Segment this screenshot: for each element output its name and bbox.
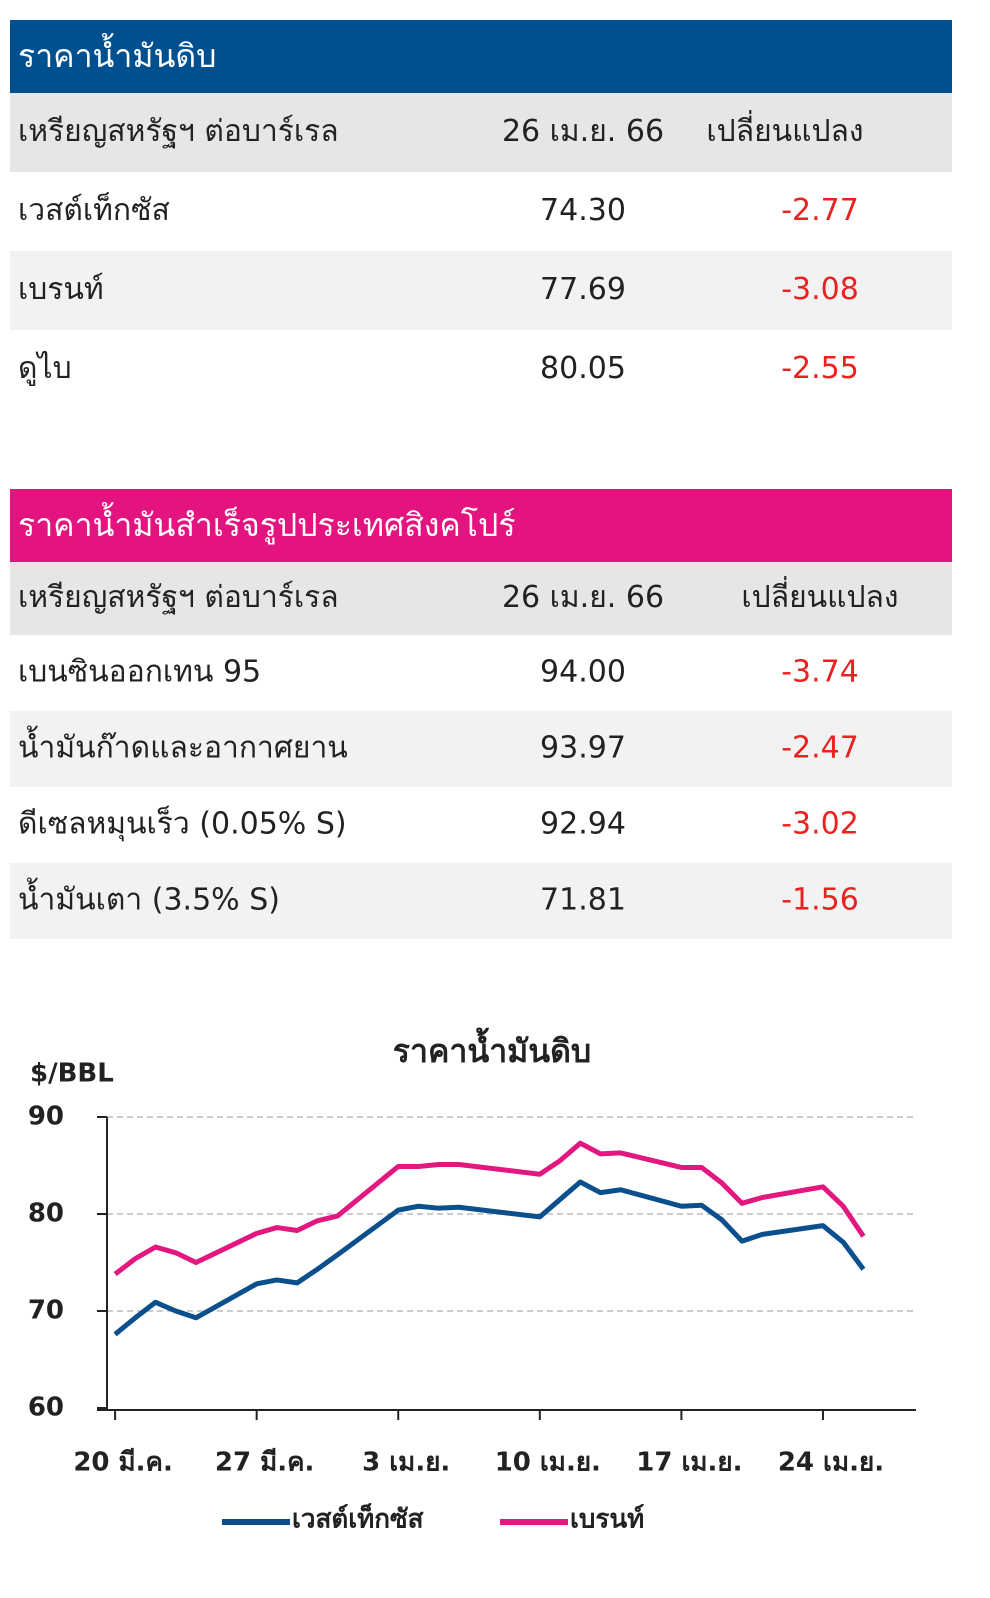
header-row-bg bbox=[10, 562, 952, 635]
cell: 80.05 bbox=[540, 351, 626, 386]
cell: -2.47 bbox=[781, 731, 859, 766]
x-tick-label: 27 มี.ค. bbox=[215, 1448, 315, 1478]
cell: -3.74 bbox=[781, 655, 859, 690]
cell: -3.08 bbox=[781, 272, 859, 307]
cell: เวสต์เท็กซัส bbox=[18, 191, 170, 228]
table-title: ราคาน้ำมันสำเร็จรูปประเทศสิงคโปร์ bbox=[18, 502, 516, 545]
table-title: ราคาน้ำมันดิบ bbox=[18, 33, 216, 75]
y-tick-label: 60 bbox=[28, 1393, 64, 1423]
legend-label: เวสต์เท็กซัส bbox=[292, 1503, 424, 1535]
cell: 93.97 bbox=[540, 731, 626, 766]
cell: -2.55 bbox=[781, 351, 859, 386]
table-title-bg bbox=[10, 20, 952, 93]
cell: 77.69 bbox=[540, 272, 626, 307]
x-tick-label: 10 เม.ย. bbox=[495, 1448, 601, 1478]
y-axis-label: $/BBL bbox=[30, 1059, 114, 1089]
legend-label: เบรนท์ bbox=[570, 1504, 644, 1535]
header-cell: เหรียญสหรัฐฯ ต่อบาร์เรล bbox=[18, 580, 339, 615]
x-tick-label: 24 เม.ย. bbox=[778, 1448, 884, 1478]
x-tick-label: 3 เม.ย. bbox=[362, 1448, 450, 1478]
header-cell: 26 เม.ย. 66 bbox=[502, 580, 664, 615]
cell: 74.30 bbox=[540, 193, 626, 228]
x-tick-label: 20 มี.ค. bbox=[73, 1448, 173, 1478]
cell: น้ำมันก๊าดและอากาศยาน bbox=[18, 726, 348, 766]
cell: เบรนท์ bbox=[18, 272, 104, 307]
cell: 92.94 bbox=[540, 807, 626, 842]
header-cell: 26 เม.ย. 66 bbox=[502, 114, 664, 149]
row-bg bbox=[10, 711, 952, 787]
cell: ดูไบ bbox=[18, 350, 72, 386]
y-tick-label: 80 bbox=[28, 1199, 64, 1229]
table-title-bg bbox=[10, 489, 952, 562]
header-cell: เปลี่ยนแปลง bbox=[741, 576, 898, 615]
series-line bbox=[113, 1179, 866, 1337]
cell: ดีเซลหมุนเร็ว (0.05% S) bbox=[18, 805, 347, 843]
cell: 94.00 bbox=[540, 655, 626, 690]
x-tick-label: 17 เม.ย. bbox=[636, 1448, 742, 1478]
cell: -2.77 bbox=[781, 193, 859, 228]
chart-title: ราคาน้ำมันดิบ bbox=[393, 1027, 591, 1070]
row-bg bbox=[10, 863, 952, 939]
cell: -1.56 bbox=[781, 883, 859, 918]
header-cell: เหรียญสหรัฐฯ ต่อบาร์เรล bbox=[18, 114, 339, 149]
cell: 71.81 bbox=[540, 883, 626, 918]
series-line bbox=[113, 1140, 866, 1277]
cell: น้ำมันเตา (3.5% S) bbox=[18, 878, 280, 918]
row-bg bbox=[10, 251, 952, 330]
y-tick-label: 90 bbox=[28, 1102, 64, 1132]
cell: เบนซินออกเทน 95 bbox=[18, 655, 261, 690]
y-tick-label: 70 bbox=[28, 1296, 64, 1326]
header-cell: เปลี่ยนแปลง bbox=[706, 110, 863, 149]
cell: -3.02 bbox=[781, 807, 859, 842]
header-row-bg bbox=[10, 93, 952, 172]
